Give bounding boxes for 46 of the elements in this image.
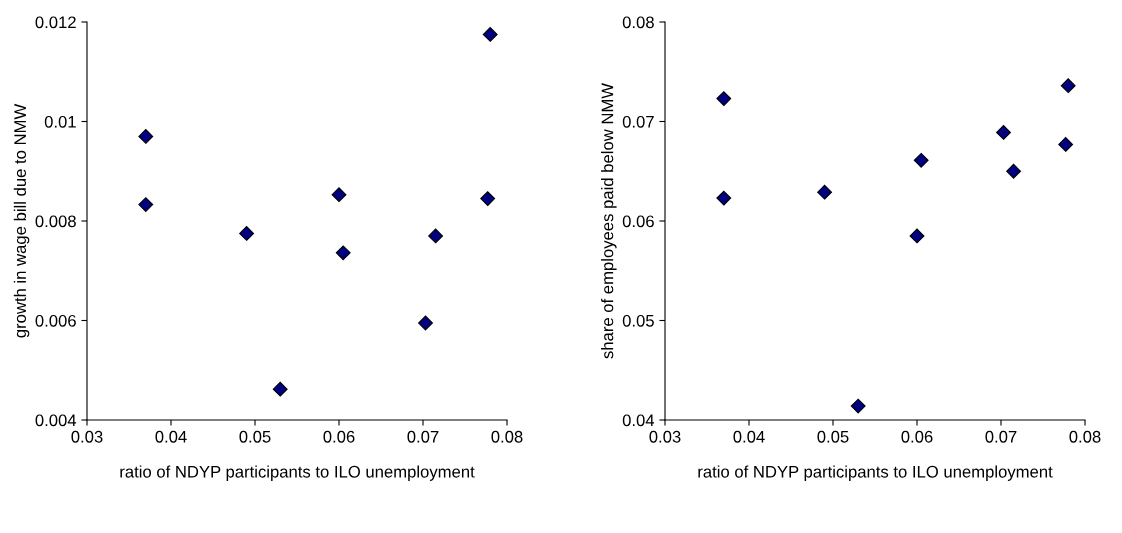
y-tick-label: 0.008 (35, 215, 76, 228)
y-tick-label: 0.012 (35, 16, 76, 29)
point (1058, 136, 1074, 152)
x-tick-label: 0.08 (491, 430, 523, 443)
y-tick-label: 0.05 (622, 314, 654, 327)
point (913, 152, 929, 168)
x-tick-label: 0.03 (71, 430, 103, 443)
point (1006, 163, 1022, 179)
x-tick-label: 0.03 (649, 430, 681, 443)
x-tick-label: 0.05 (239, 430, 271, 443)
point (716, 91, 732, 107)
point (996, 125, 1011, 140)
y-axis-title: share of employees paid below NMW (601, 83, 617, 359)
point (817, 184, 833, 200)
point (1060, 78, 1076, 94)
point (909, 228, 925, 244)
y-tick-label: 0.004 (35, 414, 77, 427)
x-tick-label: 0.04 (733, 430, 765, 443)
x-tick-label: 0.05 (817, 430, 849, 443)
x-tick-label: 0.06 (323, 430, 355, 443)
x-tick-label: 0.04 (155, 430, 187, 443)
y-tick-label: 0.07 (622, 115, 654, 128)
y-tick-label: 0.04 (622, 414, 655, 427)
point (716, 190, 732, 206)
point (480, 191, 496, 207)
point (138, 197, 154, 213)
x-tick-label: 0.06 (901, 430, 933, 443)
point (482, 27, 498, 42)
point (272, 381, 288, 397)
y-tick-label: 0.08 (622, 16, 654, 29)
x-tick-label: 0.07 (407, 430, 439, 443)
x-tick-label: 0.08 (1069, 430, 1101, 443)
x-axis-title: ratio of NDYP participants to ILO unemployment (698, 465, 1053, 481)
point (138, 128, 154, 144)
point (850, 398, 866, 414)
x-tick-label: 0.07 (985, 430, 1017, 443)
x-axis-title: ratio of NDYP participants to ILO unemployment (120, 465, 475, 481)
point (335, 245, 351, 261)
point (428, 228, 444, 244)
y-tick-label: 0.006 (35, 314, 76, 327)
point (418, 315, 433, 331)
y-tick-label: 0.06 (622, 215, 654, 228)
point (239, 226, 255, 241)
point (331, 187, 347, 203)
y-tick-label: 0.01 (44, 115, 76, 128)
y-axis-title: growth in wage bill due to NMW (13, 103, 30, 338)
